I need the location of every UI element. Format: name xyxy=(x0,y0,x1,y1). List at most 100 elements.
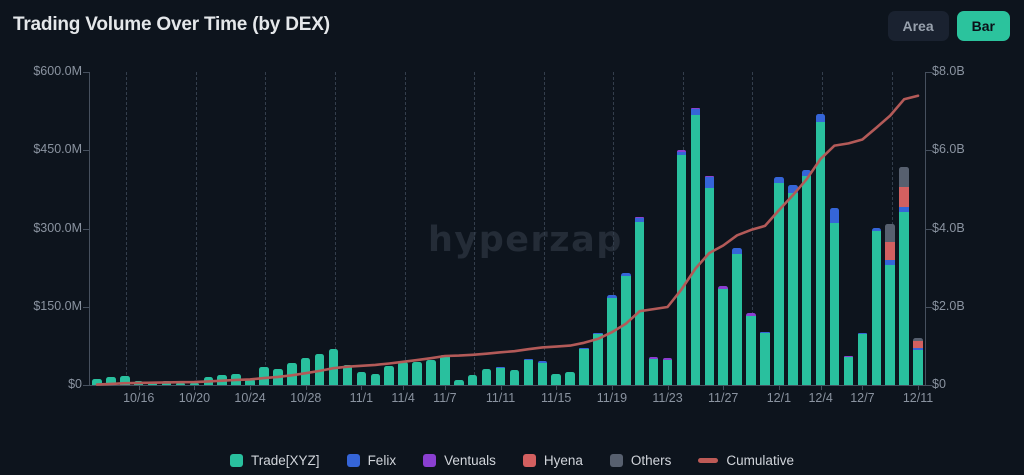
x-axis-label: 11/4 xyxy=(391,391,415,405)
bar-segment-tradexyz xyxy=(509,369,520,385)
volume-bar[interactable] xyxy=(676,150,687,385)
volume-bar[interactable] xyxy=(871,228,882,385)
volume-bar[interactable] xyxy=(412,362,422,385)
x-axis-tick xyxy=(194,385,196,390)
x-axis-label: 11/15 xyxy=(541,391,572,405)
volume-bar[interactable] xyxy=(662,357,673,385)
volume-bar[interactable] xyxy=(843,356,854,385)
plot-gridline xyxy=(613,72,615,385)
bar-segment-tradexyz xyxy=(356,371,367,385)
volume-bar[interactable] xyxy=(175,382,186,385)
x-axis-tick xyxy=(918,385,920,390)
volume-bar[interactable] xyxy=(621,272,631,385)
volume-bar[interactable] xyxy=(579,347,589,385)
legend-item-ventuals[interactable]: Ventuals xyxy=(423,453,496,468)
x-axis-label: 12/11 xyxy=(902,391,934,405)
volume-bar[interactable] xyxy=(92,379,102,385)
x-axis-label: 10/20 xyxy=(178,391,211,405)
bar-segment-tradexyz xyxy=(245,378,255,385)
volume-bar[interactable] xyxy=(690,107,701,385)
volume-bar[interactable] xyxy=(801,170,812,385)
bar-segment-hyena xyxy=(913,340,923,349)
legend-item-others[interactable]: Others xyxy=(609,453,671,468)
legend-line-marker xyxy=(698,458,719,463)
left-axis-line xyxy=(89,72,90,385)
volume-bar[interactable] xyxy=(370,374,381,385)
bar-segment-tradexyz xyxy=(579,349,589,385)
volume-bar[interactable] xyxy=(607,295,617,385)
plot-gridline xyxy=(195,72,197,385)
volume-bar[interactable] xyxy=(467,375,478,385)
volume-bar[interactable] xyxy=(454,379,464,385)
legend-item-hyena[interactable]: Hyena xyxy=(522,453,583,468)
bar-segment-others xyxy=(885,223,895,243)
bar-segment-tradexyz xyxy=(120,375,130,385)
volume-bar[interactable] xyxy=(300,357,311,385)
bar-segment-ventuals xyxy=(648,356,659,359)
volume-bar[interactable] xyxy=(509,369,520,385)
x-axis-tick xyxy=(403,385,405,390)
bar-segment-tradexyz xyxy=(593,333,603,385)
volume-bar[interactable] xyxy=(551,374,561,385)
bar-segment-tradexyz xyxy=(426,359,436,385)
volume-bar[interactable] xyxy=(718,285,728,385)
volume-bar[interactable] xyxy=(648,356,659,385)
x-axis-tick xyxy=(723,385,725,390)
volume-bar[interactable] xyxy=(732,248,742,385)
volume-bar[interactable] xyxy=(885,223,895,385)
bar-segment-ventuals xyxy=(746,313,756,316)
legend-item-cumulative[interactable]: Cumulative xyxy=(698,453,794,468)
plot-gridline xyxy=(334,72,336,385)
x-axis-label: 10/24 xyxy=(234,391,266,405)
volume-bar[interactable] xyxy=(788,185,798,385)
volume-bar[interactable] xyxy=(815,114,826,385)
volume-bar[interactable] xyxy=(760,331,770,385)
volume-bar[interactable] xyxy=(481,369,492,385)
volume-bar[interactable] xyxy=(634,216,645,385)
x-axis-tick xyxy=(611,385,613,390)
volume-bar[interactable] xyxy=(440,355,450,385)
volume-bar[interactable] xyxy=(495,366,506,385)
volume-bar[interactable] xyxy=(189,382,200,385)
bar-segment-tradexyz xyxy=(648,358,659,385)
right-axis-line xyxy=(925,72,926,385)
volume-bar[interactable] xyxy=(245,378,255,385)
bar-segment-felix xyxy=(815,114,826,122)
right-axis-label: $4.0B xyxy=(932,220,965,235)
volume-bar[interactable] xyxy=(384,366,394,385)
volume-bar[interactable] xyxy=(106,376,116,385)
volume-bar[interactable] xyxy=(913,337,923,385)
volume-bar[interactable] xyxy=(857,332,868,385)
bar-segment-tradexyz xyxy=(899,211,909,385)
bar-segment-tradexyz xyxy=(537,362,548,385)
volume-bar[interactable] xyxy=(899,166,909,385)
legend-item-tradexyz[interactable]: Trade[XYZ] xyxy=(230,453,320,468)
bar-view-button[interactable]: Bar xyxy=(956,11,1010,41)
x-axis-label: 12/1 xyxy=(766,391,792,405)
legend-label: Felix xyxy=(367,453,397,468)
legend-item-felix[interactable]: Felix xyxy=(346,453,397,468)
volume-bar[interactable] xyxy=(356,371,367,385)
bar-segment-tradexyz xyxy=(412,362,422,385)
volume-bar[interactable] xyxy=(829,207,840,385)
volume-bar[interactable] xyxy=(537,361,548,385)
volume-bar[interactable] xyxy=(565,371,575,385)
bar-segment-tradexyz xyxy=(481,369,492,385)
volume-bar[interactable] xyxy=(746,313,756,385)
legend-color-swatch xyxy=(230,454,244,467)
bar-segment-tradexyz xyxy=(300,357,311,385)
volume-bar[interactable] xyxy=(342,365,353,385)
volume-bar[interactable] xyxy=(593,332,603,385)
bar-segment-tradexyz xyxy=(565,371,575,385)
volume-bar[interactable] xyxy=(774,176,784,385)
volume-bar[interactable] xyxy=(259,367,269,385)
volume-bar[interactable] xyxy=(120,375,130,385)
volume-bar[interactable] xyxy=(704,175,715,385)
area-view-button[interactable]: Area xyxy=(887,11,949,41)
volume-bar[interactable] xyxy=(523,358,534,385)
bar-segment-tradexyz xyxy=(370,374,381,385)
plot-gridline xyxy=(474,72,476,385)
volume-bar[interactable] xyxy=(398,362,408,385)
volume-bar[interactable] xyxy=(426,359,436,385)
